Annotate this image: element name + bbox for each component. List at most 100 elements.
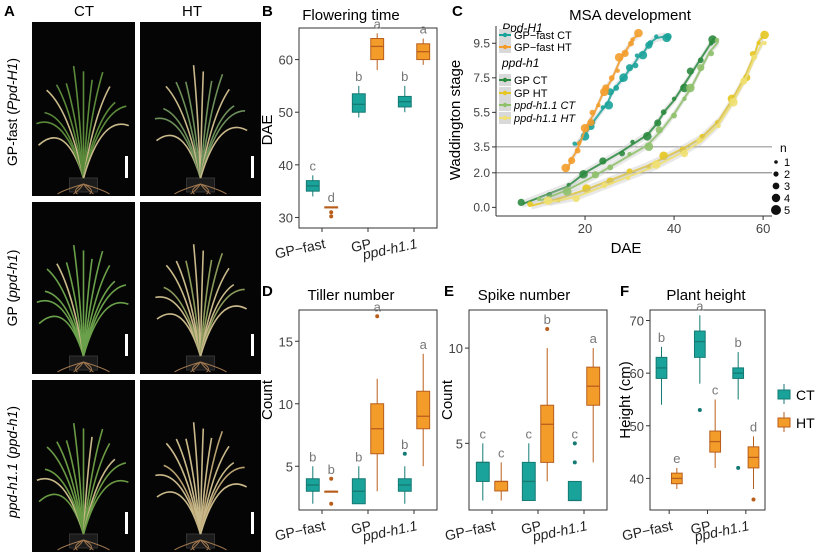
panel-d-xtick-label: GP−fast bbox=[273, 517, 326, 543]
panel-c-legend-group2: ppd-h1 bbox=[501, 56, 539, 70]
plant-pot bbox=[186, 355, 215, 371]
panel-c-point bbox=[686, 67, 694, 75]
panel-c-ytick-label: 2.0 bbox=[473, 166, 490, 180]
row-label-gp-fast: GP-fast (Ppd-H1) bbox=[4, 58, 20, 166]
scale-bar bbox=[251, 156, 254, 178]
panel-f-outlier bbox=[751, 497, 756, 502]
panel-c-legend-group1: Ppd-H1 bbox=[502, 21, 543, 35]
panel-b-letter: B bbox=[262, 3, 273, 20]
panel-c-point bbox=[572, 141, 577, 146]
size-legend-dot bbox=[772, 182, 780, 190]
panel-e-title: Spike number bbox=[478, 287, 571, 304]
plant-root bbox=[73, 183, 84, 195]
panel-c-point bbox=[696, 137, 703, 144]
panel-e-ylabel: Count bbox=[439, 379, 456, 420]
panel-c-point bbox=[608, 75, 615, 81]
plant-root bbox=[83, 539, 110, 551]
panel-c-point bbox=[613, 85, 620, 91]
size-legend-title: n bbox=[780, 141, 787, 155]
panel-c-ci-band bbox=[576, 32, 670, 150]
row-label-gp-paren: ppd-h1 bbox=[4, 254, 20, 299]
scale-bar bbox=[125, 156, 128, 178]
panel-f-sig-letter: a bbox=[696, 298, 704, 313]
panel-c-legend-label: GP−fast HT bbox=[514, 42, 572, 54]
plant-root bbox=[174, 539, 201, 551]
panel-c-letter: C bbox=[452, 3, 463, 20]
panel-c-point bbox=[632, 62, 639, 69]
panel-c-legend-label: GP CT bbox=[514, 75, 548, 87]
panel-c-point bbox=[708, 35, 717, 44]
panel-c-point bbox=[762, 40, 767, 46]
panel-c-point bbox=[572, 194, 580, 203]
plant-illustrations bbox=[36, 65, 254, 551]
panel-c-point bbox=[644, 142, 654, 151]
panel-c-point bbox=[543, 196, 553, 205]
size-legend-label: 4 bbox=[784, 193, 790, 205]
scale-bar bbox=[251, 334, 254, 356]
plant-leaf bbox=[72, 65, 85, 179]
panel-d-ytick-label: 5 bbox=[286, 459, 293, 474]
panel-d-xtick-label: GP bbox=[350, 517, 373, 537]
panel-c-point bbox=[680, 149, 689, 158]
plant-pot bbox=[69, 355, 98, 371]
panel-c-point bbox=[561, 163, 571, 173]
plant-root bbox=[190, 539, 201, 551]
panel-c-point bbox=[621, 49, 629, 58]
panel-b-ytick-label: 60 bbox=[279, 53, 293, 68]
plant-pot bbox=[186, 177, 215, 193]
panel-e-box bbox=[540, 404, 555, 463]
plant-leaf bbox=[192, 422, 202, 535]
panel-f-sig-letter: b bbox=[658, 330, 665, 345]
panel-f-sig-letter: c bbox=[712, 382, 719, 397]
panel-d-outlier bbox=[402, 451, 407, 456]
panel-e-sig-letter: c bbox=[572, 426, 579, 441]
panel-e-outlier bbox=[545, 327, 550, 332]
panel-c-point bbox=[589, 109, 596, 116]
panel-e-xtick-label: GP bbox=[520, 517, 543, 537]
panel-c-title: MSA development bbox=[569, 7, 692, 24]
panel-b-xtick-label: GP bbox=[350, 235, 373, 255]
panel-c-ytick-label: 9.5 bbox=[473, 36, 490, 50]
panel-d-sig-letter: b bbox=[328, 462, 335, 477]
panel-c-point bbox=[714, 37, 720, 43]
panel-c-plot: 0.0 2.0 3.5 5.5 7.5 9.5 20 40 60 bbox=[473, 26, 772, 236]
panel-e-box bbox=[567, 480, 582, 501]
plant-leaf bbox=[82, 302, 129, 357]
plant-leaf bbox=[72, 423, 85, 535]
plant-root bbox=[190, 361, 201, 373]
panel-f-legend: CT HT bbox=[777, 384, 815, 432]
panel-c-point bbox=[607, 164, 614, 171]
size-legend-dot bbox=[771, 205, 781, 215]
panel-d-sig-letter: a bbox=[420, 337, 428, 352]
scale-bar bbox=[251, 512, 254, 534]
panel-c-point bbox=[751, 54, 758, 61]
panel-d-letter: D bbox=[262, 283, 273, 300]
panel-c-point bbox=[600, 105, 606, 110]
panel-c-point bbox=[659, 151, 668, 161]
panel-c-point bbox=[686, 83, 695, 93]
row-label-ppd-paren: ppd-h1 bbox=[4, 411, 20, 456]
panel-f-outlier bbox=[736, 465, 741, 470]
panel-c-point bbox=[579, 170, 588, 179]
panel-c-point bbox=[708, 50, 715, 57]
panel-e-sig-letter: c bbox=[526, 426, 533, 441]
plant-root bbox=[192, 361, 201, 373]
plant-leaf bbox=[72, 245, 85, 357]
panel-c-point bbox=[574, 147, 581, 154]
panel-c-point bbox=[760, 30, 769, 40]
panel-c-ytick-label: 0.0 bbox=[473, 200, 490, 214]
size-legend-label: 5 bbox=[784, 205, 790, 217]
plant-root bbox=[200, 183, 227, 195]
plant-root bbox=[83, 183, 94, 195]
panel-e-ytick-label: 5 bbox=[456, 436, 463, 451]
panel-c-point bbox=[580, 123, 590, 133]
panel-c-point bbox=[697, 64, 705, 72]
panel-c-point bbox=[651, 160, 661, 169]
panel-c-point bbox=[634, 53, 640, 58]
panel-c-point bbox=[660, 109, 667, 116]
panel-f-ytick-label: 60 bbox=[630, 366, 644, 381]
